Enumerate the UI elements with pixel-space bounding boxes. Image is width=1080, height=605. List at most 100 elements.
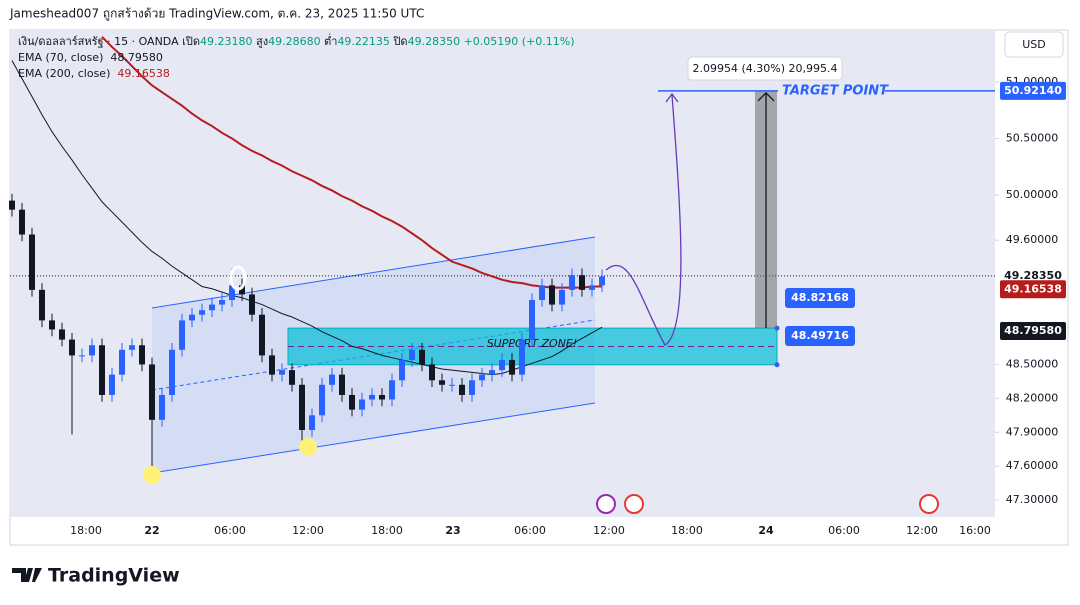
y-tick-label: 48.50000 (1006, 357, 1059, 370)
event-icon (596, 494, 616, 514)
legend-value: 49.16538 (117, 67, 170, 80)
plot-background (10, 30, 995, 517)
candle-body (459, 384, 465, 395)
candle-body (499, 359, 505, 371)
candle-body (19, 209, 25, 235)
x-tick-label: 16:00 (959, 524, 991, 537)
candle-body (599, 276, 605, 286)
candle-body (339, 374, 345, 395)
y-tick-label: 47.60000 (1006, 459, 1059, 472)
y-tick-label: 50.00000 (1006, 188, 1059, 201)
ohlc-value: 49.22135 (337, 35, 390, 48)
event-icon (919, 494, 939, 514)
anchor (774, 362, 780, 368)
x-tick-label: 06:00 (514, 524, 546, 537)
candle-body (9, 200, 15, 210)
candle-body (219, 300, 225, 305)
ohlc-name: เปิด (182, 35, 201, 48)
candle-body (259, 314, 265, 356)
legend-row: เงิน/ดอลลาร์สหรัฐ · 15 · OANDA เปิด49.23… (18, 34, 575, 50)
measure-arrowhead (757, 91, 775, 102)
currency-label[interactable]: USD (1022, 38, 1046, 51)
candle-body (289, 370, 295, 385)
y-tick-label: 47.30000 (1006, 493, 1059, 506)
ema200-tag-box (1000, 280, 1066, 299)
event-icon (624, 494, 644, 514)
ema200-tag: 49.16538 (1004, 282, 1062, 295)
x-tick-label: 18:00 (371, 524, 403, 537)
candle-body (189, 314, 195, 321)
y-tick-label: 50.50000 (1006, 131, 1059, 144)
legend-row: EMA (200, close) 49.16538 (18, 66, 575, 82)
candle-body (579, 275, 585, 290)
candle-body (529, 300, 535, 340)
candle-body (119, 349, 125, 375)
candle-body (29, 234, 35, 290)
y-tick-label: 49.60000 (1006, 233, 1059, 246)
candle-body (519, 339, 525, 375)
ohlc: เปิด49.23180 สูง49.28680 ต่ำ49.22135 ปิด… (182, 35, 463, 48)
measure-label: 2.09954 (4.30%) 20,995.4 (693, 62, 838, 75)
target-price-tag-box (1000, 81, 1066, 100)
legend-row: EMA (70, close) 48.79580 (18, 50, 575, 66)
candle-body (369, 394, 375, 400)
candle-body (279, 370, 285, 375)
x-tick-label: 12:00 (292, 524, 324, 537)
zone-price-label: 48.82168 (791, 291, 849, 304)
candle-body (209, 304, 215, 311)
projection (605, 94, 682, 346)
currency-button[interactable] (1004, 31, 1064, 58)
ema70-tag: 48.79580 (1004, 324, 1062, 337)
channel-line (151, 402, 596, 474)
candle-body (509, 359, 515, 375)
marker (143, 466, 161, 484)
candle-body (469, 380, 475, 395)
candle-body (569, 275, 575, 290)
candle-body (349, 394, 355, 410)
candle-body (249, 294, 255, 315)
x-tick-label: 24 (758, 524, 774, 537)
candle-body (269, 355, 275, 375)
zone-price-box (785, 326, 855, 346)
measure-box (687, 56, 843, 81)
logo-mark (12, 568, 42, 582)
candle-body (49, 320, 55, 330)
candle-body (149, 364, 155, 420)
logo-text: TradingView (48, 565, 180, 587)
y-tick-label: 48.20000 (1006, 391, 1059, 404)
legend: เงิน/ดอลลาร์สหรัฐ · 15 · OANDA เปิด49.23… (18, 34, 575, 82)
legend-value: 48.79580 (110, 51, 163, 64)
candle-body (99, 345, 105, 395)
candle-body (79, 355, 85, 357)
caption: Jameshead007 ถูกสร้างด้วย TradingView.co… (9, 7, 424, 22)
candle-body (439, 380, 445, 385)
marker (229, 265, 247, 291)
candle-body (399, 359, 405, 381)
candle-body (179, 320, 185, 350)
candle-body (409, 349, 415, 360)
candle-body (449, 384, 455, 386)
candle-body (419, 349, 425, 365)
target-label: TARGET POINT (782, 83, 889, 98)
candle-body (139, 345, 145, 365)
zone-price-label: 48.49716 (791, 329, 849, 342)
y-tick-label: 47.90000 (1006, 425, 1059, 438)
candle-body (199, 310, 205, 315)
symbol: เงิน/ดอลลาร์สหรัฐ · 15 · OANDA (18, 35, 179, 48)
ohlc-value: 49.28350 (407, 35, 461, 48)
ema-line (101, 36, 602, 289)
x-tick-label: 18:00 (671, 524, 703, 537)
x-tick-label: 06:00 (828, 524, 860, 537)
ohlc-value: 49.28680 (268, 35, 321, 48)
candle-body (159, 394, 165, 420)
marker (299, 438, 317, 456)
candle-body (39, 289, 45, 321)
candle-body (479, 374, 485, 381)
candle-body (299, 384, 305, 430)
zone-price-box (785, 288, 855, 308)
last-price-tag: 49.28350 (1004, 269, 1062, 282)
candle-body (69, 339, 75, 356)
candle-body (129, 345, 135, 350)
